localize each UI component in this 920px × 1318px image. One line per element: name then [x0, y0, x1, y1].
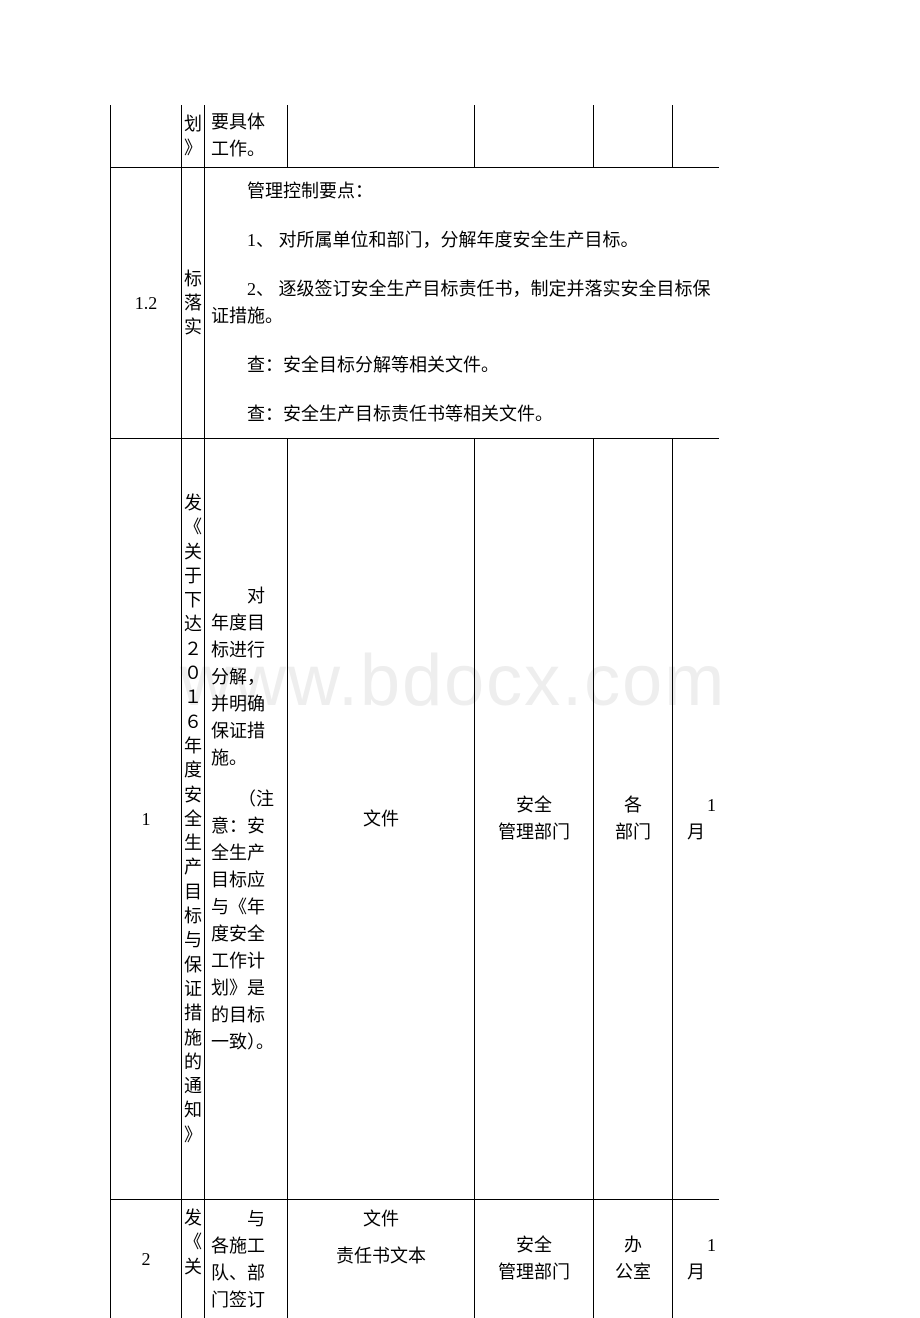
section-para: 2、 逐级签订安全生产目标责任书，制定并落实安全目标保证措施。 — [211, 276, 713, 330]
cell-text: 与各施工队、部门签订 — [211, 1209, 265, 1310]
cell-col5: 各 部门 — [594, 439, 673, 1200]
cell-col3: 文件 责任书文本 — [288, 1200, 475, 1318]
cell-col6: 1 月 — [673, 439, 720, 1200]
cell-text: 发《关于下达２０１６年度安全生产目标与保证措施的通知》 — [184, 491, 202, 1147]
section-para: 查：安全生产目标责任书等相关文件。 — [211, 401, 713, 428]
cell-text: 部门 — [595, 819, 671, 846]
cell-section: 管理控制要点： 1、 对所属单位和部门，分解年度安全生产目标。 2、 逐级签订安… — [205, 168, 720, 439]
cell-num: 1.2 — [111, 168, 182, 439]
cell-empty — [288, 105, 475, 168]
cell-text: 责任书文本 — [289, 1243, 473, 1270]
cell-text: 管理部门 — [476, 1259, 592, 1286]
cell-text: 对年度目标进行分解，并明确保证措施。 — [211, 583, 281, 772]
cell-text: 安全 — [476, 1232, 592, 1259]
cell-col4: 安全 管理部门 — [475, 439, 594, 1200]
table-row: 1 发《关于下达２０１６年度安全生产目标与保证措施的通知》 对年度目标进行分解，… — [111, 439, 720, 1200]
cell-num: 2 — [111, 1200, 182, 1318]
cell-text: 1 — [142, 809, 151, 829]
cell-text: 安全 — [476, 792, 592, 819]
cell-col2: 对年度目标进行分解，并明确保证措施。 （注意：安全生产目标应与《年度安全工作计划… — [205, 439, 288, 1200]
cell-text: 文件 — [289, 1206, 473, 1233]
cell-text: 文件 — [363, 809, 399, 829]
cell-text: 管理部门 — [476, 819, 592, 846]
cell-text: 划》 — [184, 112, 202, 161]
cell-text: 要具体工作。 — [211, 112, 265, 159]
cell-text: 2 — [142, 1249, 151, 1269]
cell-empty — [594, 105, 673, 168]
table-row: 1.2 标落实 管理控制要点： 1、 对所属单位和部门，分解年度安全生产目标。 … — [111, 168, 720, 439]
cell-col2: 与各施工队、部门签订 — [205, 1200, 288, 1318]
cell-col4: 安全 管理部门 — [475, 1200, 594, 1318]
cell-text: 1 — [674, 1232, 718, 1259]
table-row: 划》 要具体工作。 — [111, 105, 720, 168]
cell-empty — [111, 105, 182, 168]
cell-num: 1 — [111, 439, 182, 1200]
cell-col5: 办 公室 — [594, 1200, 673, 1318]
cell-text: 1 — [674, 792, 718, 819]
cell-col1: 划》 — [182, 105, 205, 168]
page: www.bdocx.com 划》 要具体工作。 1.2 标落实 — [0, 0, 920, 1302]
cell-text: （注意：安全生产目标应与《年度安全工作计划》是的目标一致）。 — [211, 786, 281, 1056]
cell-empty — [475, 105, 594, 168]
cell-col3: 文件 — [288, 439, 475, 1200]
main-table: 划》 要具体工作。 1.2 标落实 管理控制要点： 1、 对所属单位和部门，分解… — [110, 105, 719, 1318]
cell-text: 各 — [595, 792, 671, 819]
table-row: 2 发《关 与各施工队、部门签订 文件 责任书文本 安全 管理部门 办 公室 — [111, 1200, 720, 1318]
cell-text: 月 — [674, 819, 718, 846]
cell-text: 发《关 — [184, 1206, 202, 1279]
section-para: 管理控制要点： — [211, 178, 713, 205]
cell-text: 月 — [674, 1259, 718, 1286]
cell-text: 1.2 — [135, 293, 158, 313]
section-para: 查：安全目标分解等相关文件。 — [211, 352, 713, 379]
cell-col1: 发《关于下达２０１６年度安全生产目标与保证措施的通知》 — [182, 439, 205, 1200]
cell-col2: 要具体工作。 — [205, 105, 288, 168]
cell-col1: 发《关 — [182, 1200, 205, 1318]
section-para: 1、 对所属单位和部门，分解年度安全生产目标。 — [211, 227, 713, 254]
cell-text: 标落实 — [184, 267, 202, 340]
cell-text: 公室 — [595, 1259, 671, 1286]
cell-text: 办 — [595, 1232, 671, 1259]
cell-empty — [673, 105, 720, 168]
cell-col6: 1 月 — [673, 1200, 720, 1318]
cell-col1: 标落实 — [182, 168, 205, 439]
